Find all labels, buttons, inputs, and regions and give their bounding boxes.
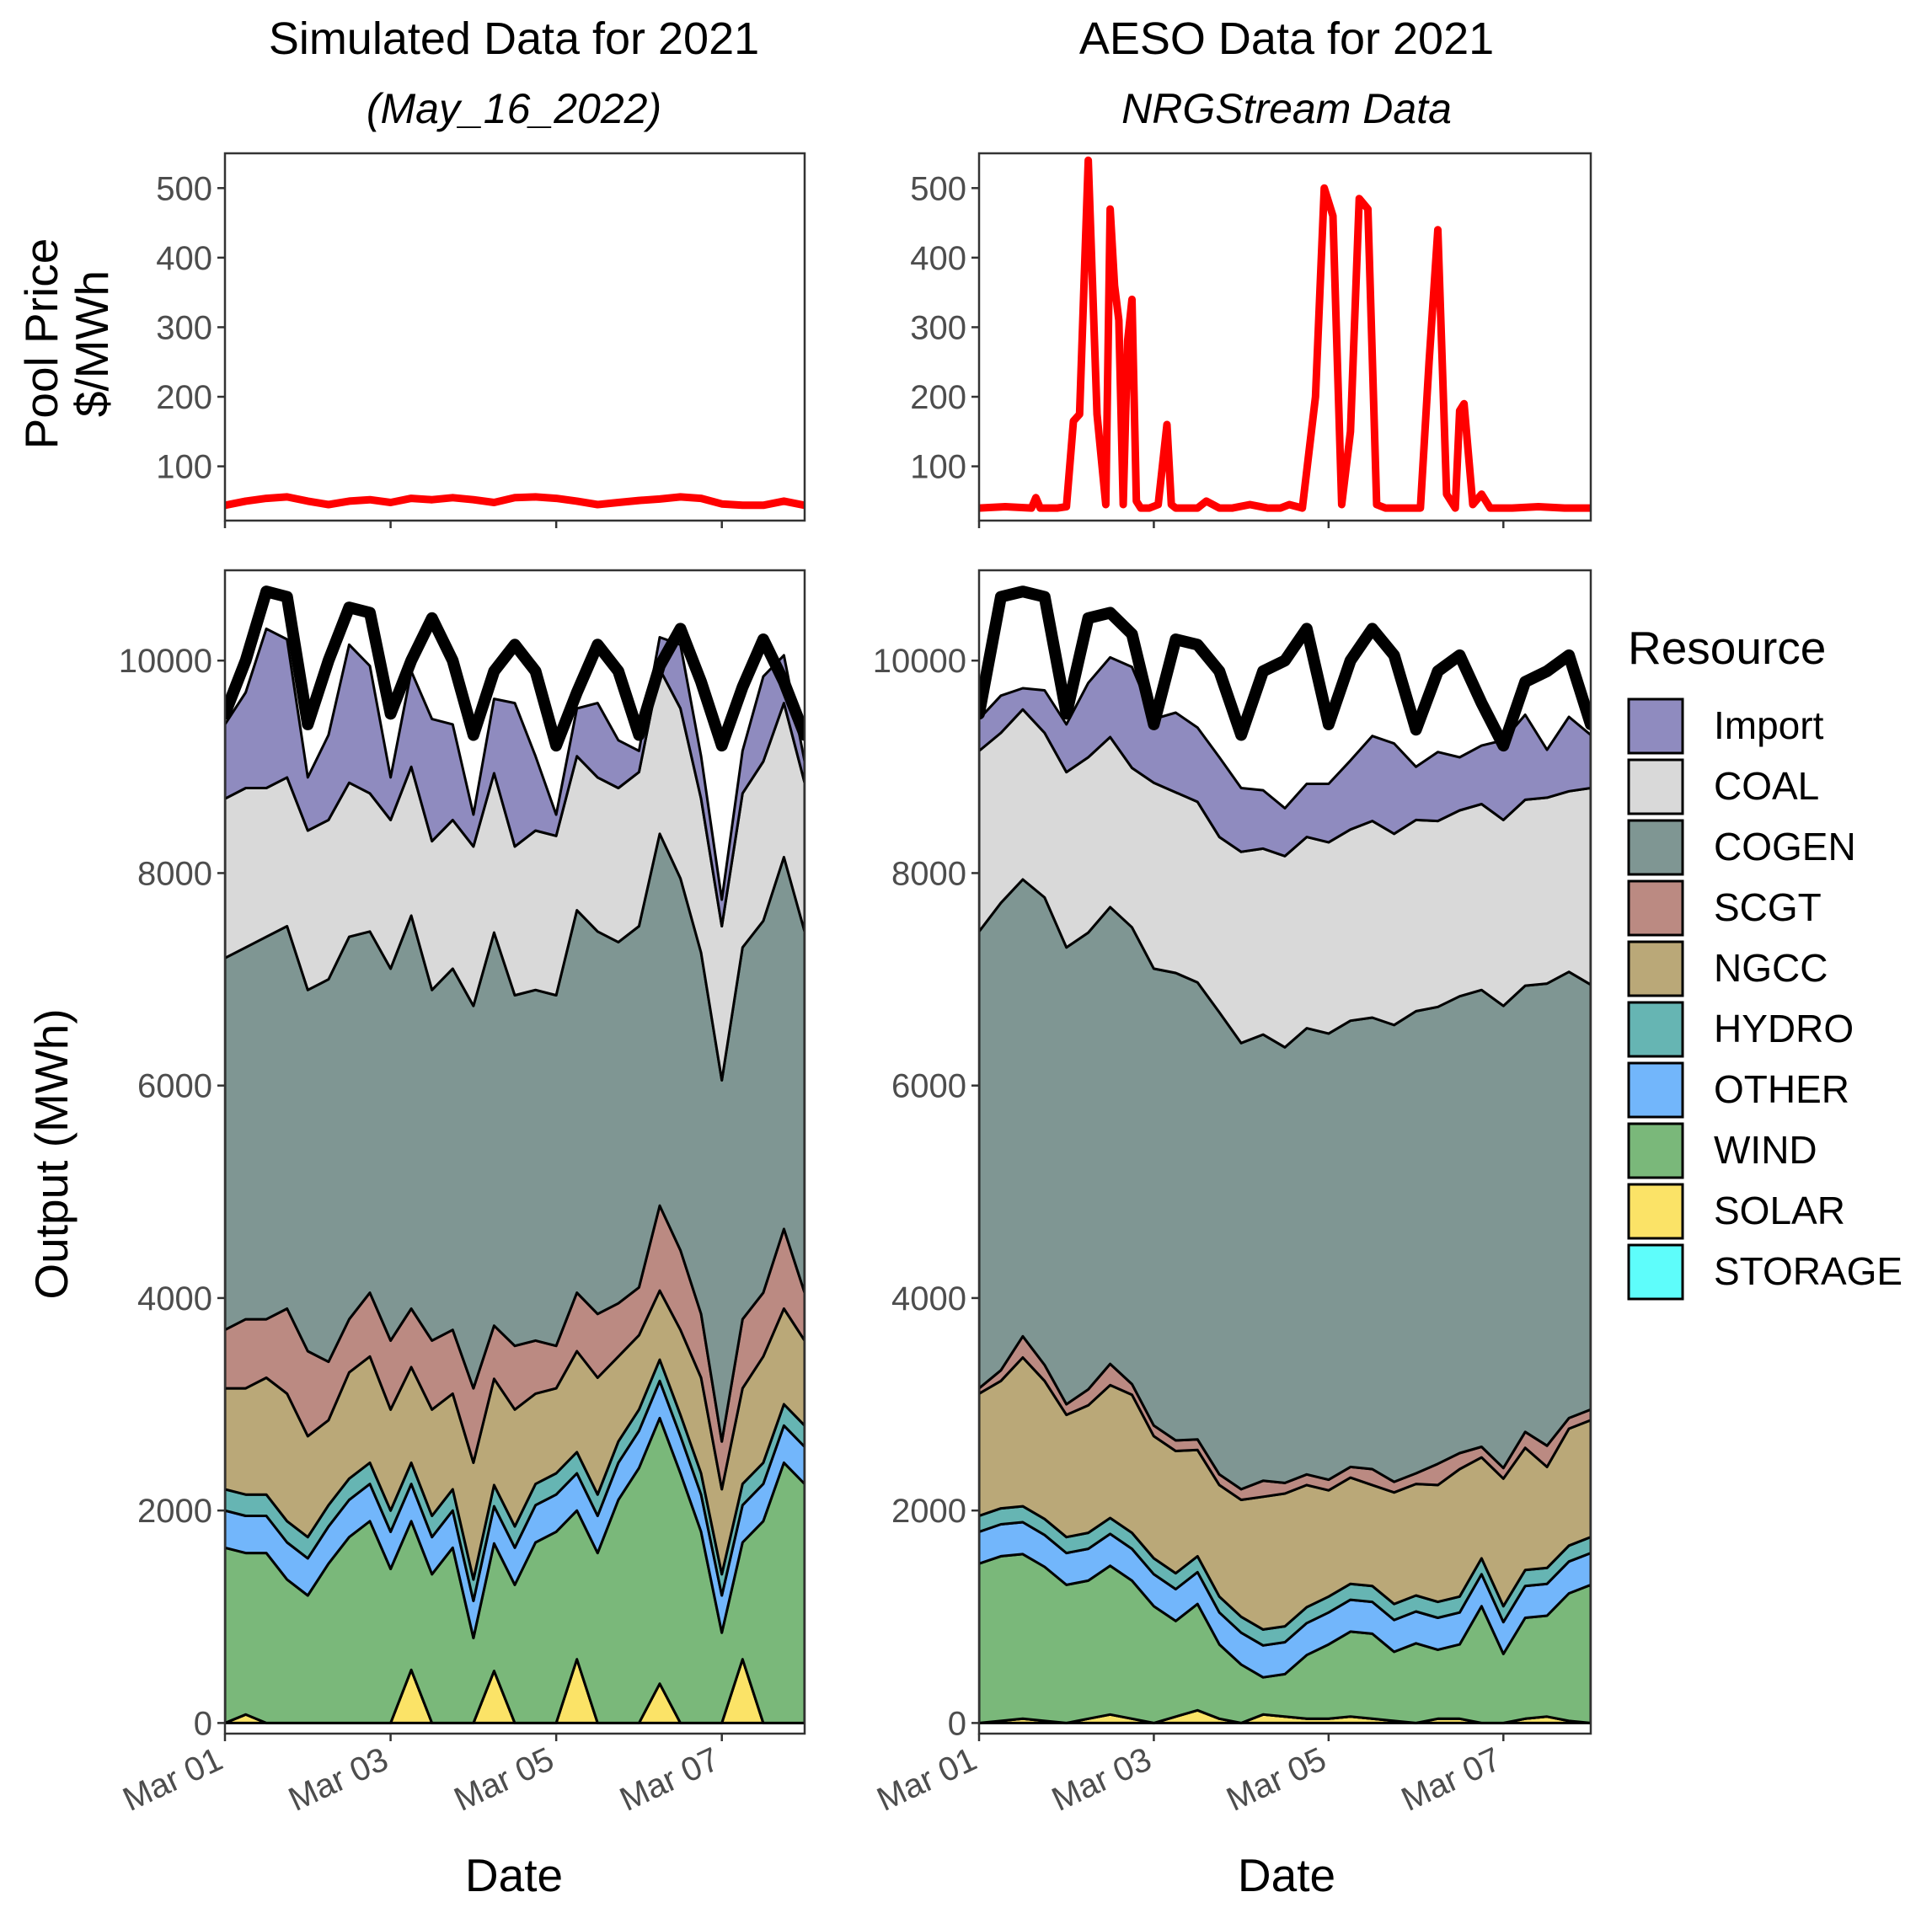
legend-swatch	[1627, 697, 1684, 755]
y-tick-label: 0	[194, 1705, 212, 1742]
area-import	[225, 627, 805, 927]
y-tick-label: 400	[910, 240, 966, 277]
y-tick-label: 10000	[873, 643, 966, 680]
left-xlabel: Date	[465, 1849, 563, 1901]
price-ylabel-line2: $/MWh	[66, 270, 118, 417]
legend-label: COGEN	[1714, 825, 1856, 868]
legend-label: HYDRO	[1714, 1007, 1854, 1050]
y-tick-label: 400	[156, 240, 212, 277]
y-tick-label: 8000	[137, 855, 212, 892]
legend-label: OTHER	[1714, 1067, 1849, 1111]
legend-item-hydro: HYDRO	[1627, 1001, 1854, 1058]
legend-item-cogen: COGEN	[1627, 819, 1856, 876]
y-tick-label: 100	[156, 449, 212, 486]
legend-item-import: Import	[1627, 697, 1824, 755]
legend-swatch	[1627, 1061, 1684, 1119]
y-tick-label: 6000	[137, 1068, 212, 1105]
aeso-price-plot-area	[979, 156, 1591, 512]
legend-item-coal: COAL	[1627, 758, 1819, 815]
legend-item-wind: WIND	[1627, 1122, 1817, 1179]
simulated-output-plot-area	[225, 585, 805, 1724]
right-xlabel: Date	[1238, 1849, 1335, 1901]
legend-swatch	[1627, 819, 1684, 876]
legend-swatch	[1627, 940, 1684, 997]
legend-title: Resource	[1628, 622, 1826, 674]
y-tick-label: 8000	[891, 855, 966, 892]
legend-label: NGCC	[1714, 946, 1828, 990]
y-tick-label: 0	[948, 1705, 966, 1742]
legend-item-ngcc: NGCC	[1627, 940, 1828, 997]
legend-label: Import	[1714, 703, 1824, 747]
simulated-price-plot-area	[225, 493, 805, 510]
simulated-price-panel: 100 200 300 400 500	[156, 152, 806, 528]
legend-item-solar: SOLAR	[1627, 1183, 1845, 1240]
aeso-price-border	[977, 152, 1592, 522]
area-import	[979, 655, 1591, 858]
y-tick-label: 300	[156, 309, 212, 346]
simulated-output-border	[223, 569, 806, 1735]
legend-item-storage: STORAGE	[1627, 1243, 1903, 1301]
right-subtitle: NRGStream Data	[1121, 85, 1452, 132]
output-ylabel: Output (MWh)	[25, 1008, 78, 1299]
y-tick-label: 200	[910, 379, 966, 416]
y-tick-label: 500	[156, 170, 212, 207]
y-tick-label: 4000	[891, 1280, 966, 1317]
right-title: AESO Data for 2021	[1079, 13, 1494, 64]
y-tick-label: 2000	[137, 1493, 212, 1530]
aeso-price-panel: 100 200 300 400 500	[910, 152, 1592, 528]
demand-line	[225, 585, 805, 752]
price-line	[225, 493, 805, 510]
y-tick-label: 2000	[891, 1493, 966, 1530]
legend: Resource Import COAL COGEN SCGT NGCC HYDRO OTH…	[1627, 622, 1903, 1301]
left-subtitle: (May_16_2022)	[367, 85, 661, 132]
aeso-output-plot-area	[979, 585, 1591, 1724]
legend-swatch	[1627, 1122, 1684, 1179]
price-line	[979, 156, 1591, 512]
legend-swatch	[1627, 758, 1684, 815]
y-tick-label: 10000	[119, 643, 212, 680]
left-title: Simulated Data for 2021	[269, 13, 759, 64]
legend-label: COAL	[1714, 764, 1819, 808]
legend-item-other: OTHER	[1627, 1061, 1849, 1119]
y-tick-label: 4000	[137, 1280, 212, 1317]
y-tick-label: 200	[156, 379, 212, 416]
legend-label: SOLAR	[1714, 1189, 1845, 1232]
aeso-output-border	[977, 569, 1592, 1735]
legend-swatch	[1627, 1001, 1684, 1058]
legend-label: SCGT	[1714, 885, 1822, 929]
y-tick-label: 100	[910, 449, 966, 486]
price-ylabel-line1: Pool Price	[15, 238, 67, 450]
y-tick-label: 300	[910, 309, 966, 346]
legend-label: STORAGE	[1714, 1249, 1903, 1293]
y-tick-label: 6000	[891, 1068, 966, 1105]
legend-swatch	[1627, 879, 1684, 937]
demand-line	[979, 585, 1591, 752]
legend-swatch	[1627, 1183, 1684, 1240]
y-tick-label: 500	[910, 170, 966, 207]
simulated-price-border	[223, 152, 806, 522]
legend-label: WIND	[1714, 1128, 1817, 1172]
legend-swatch	[1627, 1243, 1684, 1301]
legend-item-scgt: SCGT	[1627, 879, 1822, 937]
